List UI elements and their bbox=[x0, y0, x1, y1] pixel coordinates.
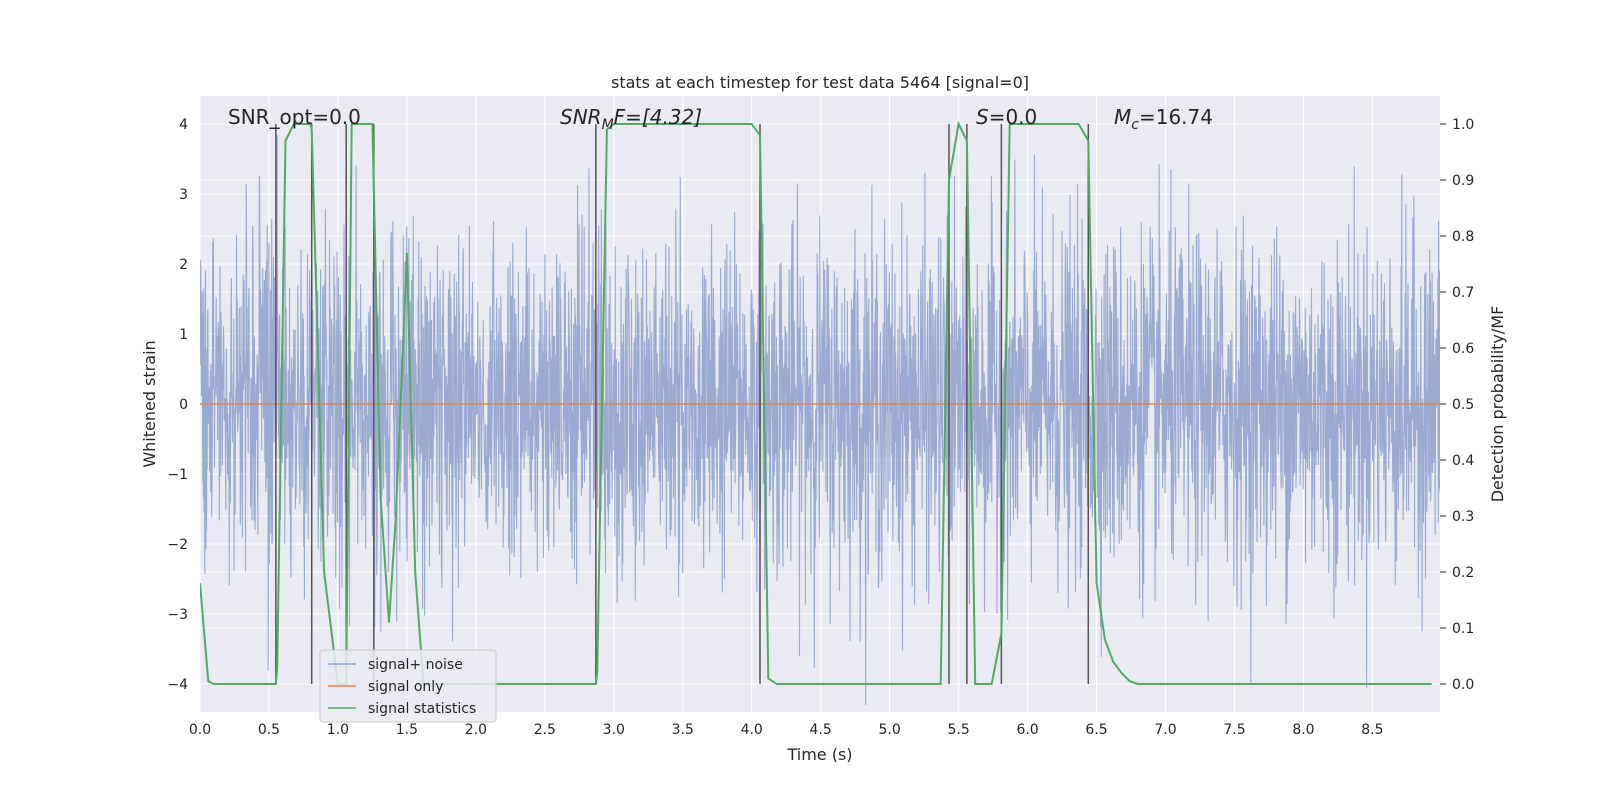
y-axis-left-label: Whitened strain bbox=[140, 340, 159, 467]
x-tick-label: 6.0 bbox=[1016, 722, 1038, 738]
y-axis-right-ticks: 1.0 0.9 0.8 0.7 0.6 0.5 0.4 0.3 0.2 0.1 0.0 bbox=[1440, 117, 1474, 693]
annotation-s: S=0.0 bbox=[976, 105, 1037, 129]
annotation-mc: Mc=16.74 bbox=[1114, 105, 1213, 133]
y-tick-label-right: 0.2 bbox=[1452, 565, 1474, 581]
annotation-snr-mf-rest: F=[4.32] bbox=[614, 105, 702, 129]
x-tick-label: 2.5 bbox=[534, 722, 556, 738]
y-tick-label-right: 1.0 bbox=[1452, 117, 1474, 133]
x-tick-label: 7.5 bbox=[1223, 722, 1245, 738]
y-tick-label-left: 0 bbox=[179, 397, 188, 413]
y-tick-label-right: 0.3 bbox=[1452, 509, 1474, 525]
x-tick-label: 0.0 bbox=[189, 722, 211, 738]
x-tick-label: 5.0 bbox=[879, 722, 901, 738]
y-axis-right-label: Detection probability/MF bbox=[1488, 306, 1507, 503]
legend-label-signal-only: signal only bbox=[368, 679, 443, 695]
annotation-s-symbol: S bbox=[976, 105, 989, 129]
y-tick-label-left: 1 bbox=[179, 327, 188, 343]
y-tick-label-right: 0.0 bbox=[1452, 677, 1474, 693]
x-axis-label: Time (s) bbox=[786, 745, 852, 764]
y-axis-left-ticks: 4 3 2 1 0 −1 −2 −3 −4 bbox=[167, 117, 188, 693]
legend-label-signal-plus-noise: signal+ noise bbox=[368, 657, 463, 673]
x-tick-label: 3.5 bbox=[672, 722, 694, 738]
x-tick-label: 4.0 bbox=[741, 722, 763, 738]
x-tick-label: 6.5 bbox=[1085, 722, 1107, 738]
y-tick-label-left: −3 bbox=[167, 607, 188, 623]
y-tick-label-left: 3 bbox=[179, 187, 188, 203]
legend: signal+ noise signal only signal statist… bbox=[319, 649, 497, 723]
x-tick-label: 5.5 bbox=[947, 722, 969, 738]
x-tick-label: 2.0 bbox=[465, 722, 487, 738]
legend-label-signal-statistics: signal statistics bbox=[368, 701, 476, 717]
y-tick-label-right: 0.1 bbox=[1452, 621, 1474, 637]
annotation-mc-symbol: M bbox=[1114, 105, 1131, 129]
x-tick-label: 0.5 bbox=[258, 722, 280, 738]
legend-box bbox=[319, 649, 497, 723]
x-tick-label: 4.5 bbox=[810, 722, 832, 738]
x-tick-label: 7.0 bbox=[1154, 722, 1176, 738]
y-tick-label-right: 0.4 bbox=[1452, 453, 1474, 469]
y-tick-label-right: 0.6 bbox=[1452, 341, 1474, 357]
y-tick-label-left: −1 bbox=[167, 467, 188, 483]
annotation-snr-opt: SNR_opt=0.0 bbox=[228, 105, 361, 129]
x-axis-ticks: 0.0 0.5 1.0 1.5 2.0 2.5 3.0 3.5 4.0 4.5 5.0 5.5 6.0 6… bbox=[189, 722, 1384, 738]
y-tick-label-left: 2 bbox=[179, 257, 188, 273]
x-tick-label: 8.5 bbox=[1361, 722, 1383, 738]
annotation-mc-value: =16.74 bbox=[1139, 105, 1213, 129]
x-tick-label: 3.0 bbox=[603, 722, 625, 738]
signal-statistics-series bbox=[200, 120, 1432, 685]
y-tick-label-right: 0.8 bbox=[1452, 229, 1474, 245]
annotation-snr-mf-main: SNR bbox=[560, 105, 602, 129]
y-tick-label-right: 0.9 bbox=[1452, 173, 1474, 189]
x-tick-label: 8.0 bbox=[1292, 722, 1314, 738]
x-tick-label: 1.0 bbox=[327, 722, 349, 738]
annotation-mc-sub: c bbox=[1131, 117, 1139, 133]
y-tick-label-left: −2 bbox=[167, 537, 188, 553]
y-tick-label-left: −4 bbox=[167, 677, 188, 693]
x-tick-label: 1.5 bbox=[396, 722, 418, 738]
y-tick-label-right: 0.7 bbox=[1452, 285, 1474, 301]
annotation-snr-mf-sub: M bbox=[602, 117, 614, 133]
chart-title: stats at each timestep for test data 546… bbox=[611, 73, 1029, 92]
y-tick-label-left: 4 bbox=[179, 117, 188, 133]
annotation-snr-mf: SNRMF=[4.32] bbox=[560, 105, 702, 133]
y-tick-label-right: 0.5 bbox=[1452, 397, 1474, 413]
annotation-s-value: =0.0 bbox=[989, 105, 1038, 129]
